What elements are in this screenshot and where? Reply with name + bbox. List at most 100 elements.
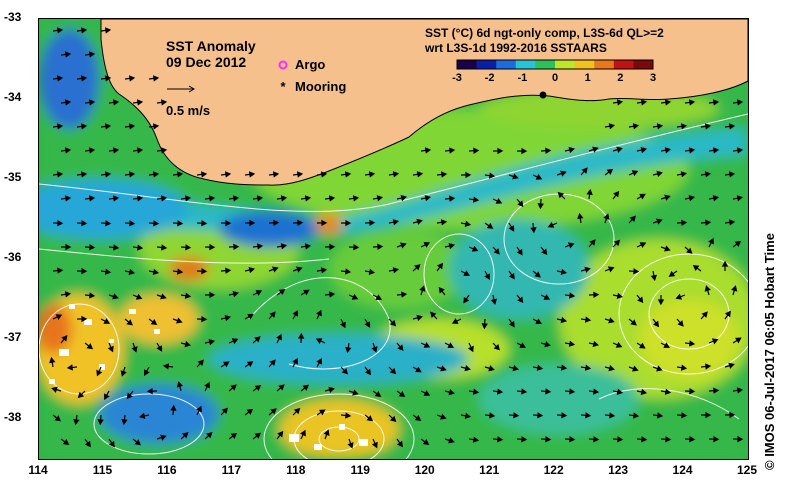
current-arrow-head [472, 436, 480, 443]
x-tick-label: 117 [221, 463, 242, 477]
current-arrow-head [688, 194, 696, 202]
current-arrow-head [414, 414, 422, 421]
current-arrow-head [616, 146, 623, 153]
current-arrow-head [160, 99, 168, 106]
current-arrow-head [430, 311, 437, 318]
y-tick-label: -35 [4, 170, 22, 184]
current-arrow-head [293, 407, 301, 415]
current-arrow-head [396, 440, 403, 448]
current-arrow-head [273, 219, 280, 227]
current-arrow-head [232, 195, 240, 202]
current-arrow-head [184, 195, 192, 202]
current-arrow-head [567, 242, 575, 249]
current-arrow-head [176, 268, 184, 275]
current-arrow-head [300, 429, 306, 437]
current-arrow-head [160, 147, 168, 154]
current-arrow-head [64, 147, 72, 154]
current-arrow-head [225, 219, 232, 227]
current-arrow-head [126, 319, 133, 326]
current-arrow-head [392, 267, 400, 274]
x-tick-label: 119 [350, 463, 370, 477]
current-arrow-head [62, 438, 70, 445]
current-arrow-head [688, 99, 696, 106]
current-arrow-head [608, 123, 616, 130]
current-arrow-head [616, 99, 624, 106]
current-arrow-head [208, 195, 216, 202]
current-arrow-head [339, 321, 346, 329]
current-arrow-head [64, 51, 72, 58]
current-arrow-head [569, 388, 576, 395]
current-arrow-head [657, 412, 664, 419]
current-arrow-head [440, 219, 448, 226]
current-arrow-head [617, 436, 624, 443]
current-arrow-head [364, 368, 372, 376]
y-tick-label: -37 [4, 330, 22, 344]
current-arrow-head [577, 212, 584, 220]
current-arrow-head [592, 340, 599, 348]
current-arrow-head [609, 412, 616, 419]
current-arrow-head [108, 440, 115, 448]
current-arrow-head [490, 298, 498, 306]
colorbar-segment [613, 60, 634, 69]
current-arrow-head [246, 408, 254, 415]
current-arrow-head [345, 346, 352, 354]
current-arrow-head [104, 171, 112, 178]
current-arrow-head [254, 432, 262, 439]
current-arrow-head [366, 415, 374, 422]
current-arrow-head [182, 432, 189, 439]
current-arrow-head [269, 359, 276, 366]
current-arrow-head [650, 274, 657, 282]
current-arrow-head [320, 171, 328, 178]
mooring-marker [539, 91, 547, 99]
colorbar-segment [457, 60, 478, 69]
current-arrow-head [664, 147, 672, 154]
current-arrow-head [201, 220, 208, 227]
current-arrow-head [345, 219, 352, 227]
current-arrow-head [376, 195, 384, 202]
current-arrow-head [209, 291, 216, 299]
current-arrow-head [630, 319, 637, 326]
x-tick-label: 118 [286, 463, 306, 477]
x-tick-label: 120 [414, 463, 435, 477]
colorbar-segment [555, 60, 576, 69]
legend-argo-label: Argo [295, 57, 326, 72]
current-arrow-head [497, 436, 504, 443]
current-vectors [49, 27, 744, 449]
current-arrow-head [296, 171, 304, 178]
current-arrow-head [347, 442, 354, 449]
legend-mooring-label: Mooring [295, 79, 347, 94]
current-arrow-head [65, 243, 72, 251]
current-arrow-head [135, 293, 143, 300]
current-arrow-head [197, 359, 204, 366]
current-arrow-head [519, 342, 526, 348]
current-arrow-head [318, 409, 326, 416]
current-arrow-head [88, 99, 96, 106]
current-arrow-head [439, 413, 447, 420]
current-arrow-head [664, 388, 672, 395]
current-arrow-head [641, 436, 648, 443]
current-arrow-head [364, 321, 371, 328]
current-arrow-head [677, 320, 684, 327]
current-arrow-head [88, 147, 96, 154]
colorbar-tick-label: -2 [484, 72, 495, 84]
current-arrow-head [369, 219, 376, 227]
current-arrow-head [713, 435, 720, 443]
current-arrow-head [152, 75, 160, 82]
current-arrow-head [224, 314, 232, 322]
current-arrow-head [134, 439, 142, 446]
current-arrow-head [640, 99, 648, 106]
current-arrow-head [128, 268, 136, 276]
current-arrow-head [463, 296, 470, 304]
y-tick-label: -34 [4, 90, 22, 104]
current-arrow-head [440, 365, 447, 372]
current-arrow-head [489, 412, 496, 419]
current-arrow-head [64, 99, 72, 106]
colorbar-title: SST (°C) 6d ngt-only comp, L3S-6d QL>=2 [425, 26, 664, 40]
current-arrow-head [593, 436, 600, 443]
current-arrow-head [81, 220, 88, 227]
current-arrow-head [736, 387, 744, 394]
current-arrow-head [569, 292, 576, 299]
current-arrow-head [160, 195, 168, 202]
sea-level-contours [39, 113, 748, 459]
y-tick-label: -36 [4, 250, 22, 264]
